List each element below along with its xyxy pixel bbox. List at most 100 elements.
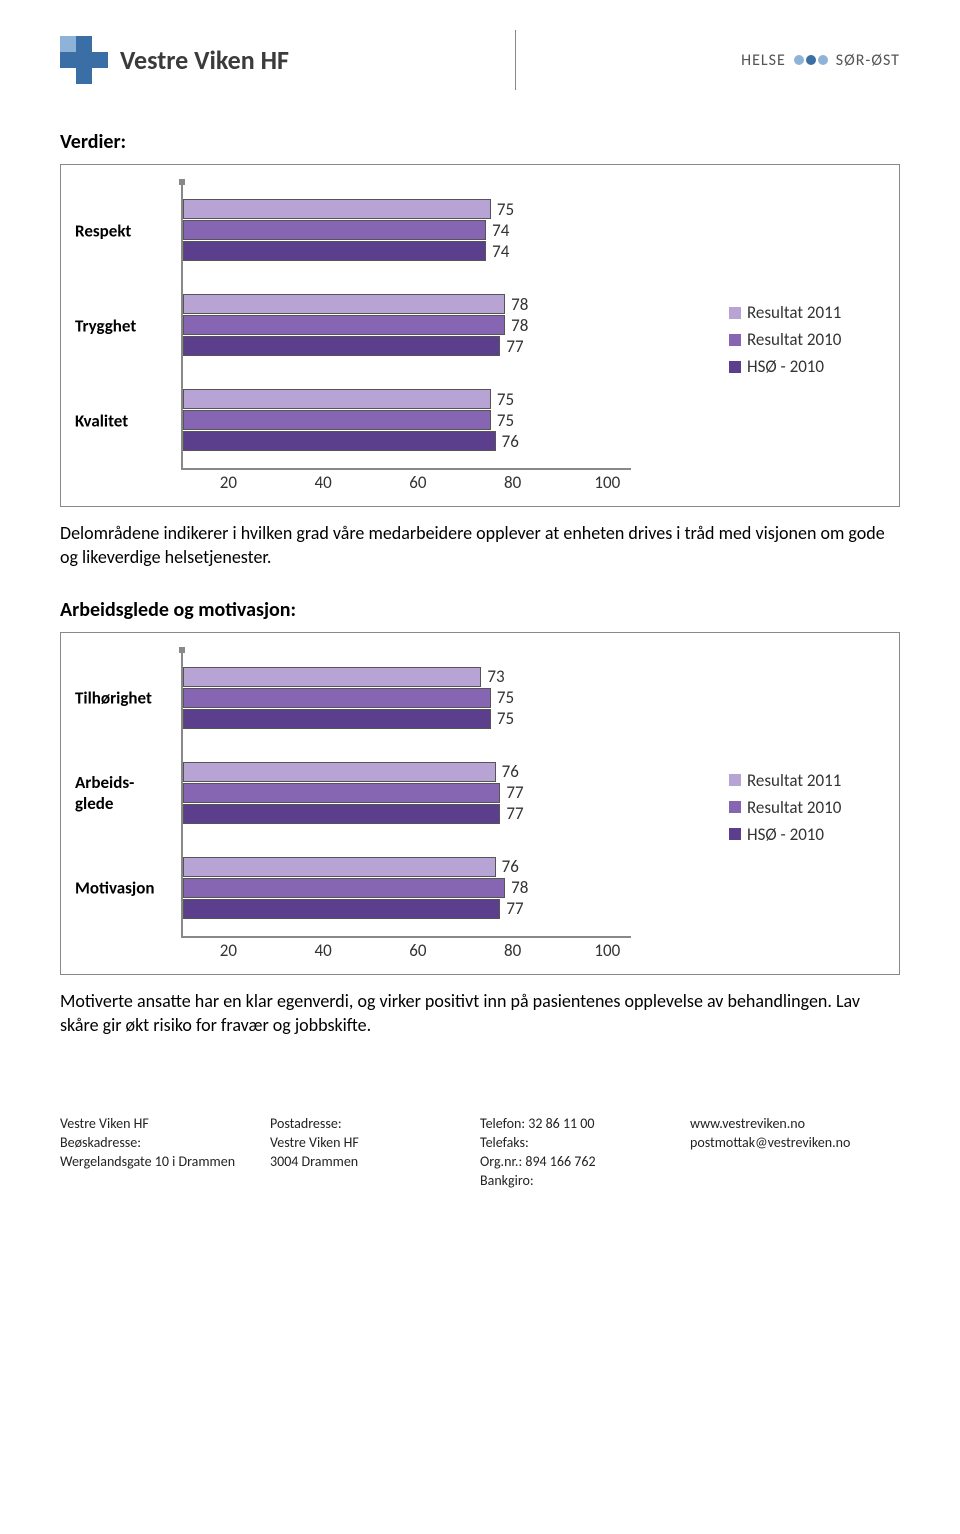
axis-tick: 100 bbox=[594, 940, 620, 961]
axis-tick: 40 bbox=[314, 472, 331, 493]
category-label: Motivasjon bbox=[75, 878, 175, 899]
page-content: Verdier: Respekt757474Trygghet787877Kval… bbox=[0, 110, 960, 1085]
bar bbox=[183, 389, 491, 409]
axis-tick: 60 bbox=[409, 940, 426, 961]
legend-label: HSØ - 2010 bbox=[747, 824, 824, 845]
legend-item: Resultat 2011 bbox=[729, 302, 889, 323]
plot-area-2: Tilhørighet737575Arbeids- glede767777Mot… bbox=[181, 651, 631, 938]
axis-tick: 60 bbox=[409, 472, 426, 493]
axis-tick: 80 bbox=[504, 940, 521, 961]
footer-line: Bankgiro: bbox=[480, 1172, 690, 1189]
legend-swatch bbox=[729, 334, 741, 346]
legend-label: Resultat 2011 bbox=[747, 770, 841, 791]
chart-legend-1: Resultat 2011 Resultat 2010 HSØ - 2010 bbox=[719, 183, 889, 496]
bar-row: 77 bbox=[183, 783, 631, 803]
section2-title: Arbeidsglede og motivasjon: bbox=[60, 598, 900, 622]
logo-right-prefix: HELSE bbox=[741, 51, 786, 70]
bar bbox=[183, 431, 496, 451]
axis-tick: 20 bbox=[220, 940, 237, 961]
bar-value-label: 75 bbox=[497, 708, 514, 729]
bar-row: 78 bbox=[183, 315, 631, 335]
section2-body: Motiverte ansatte har en klar egenverdi,… bbox=[60, 989, 900, 1038]
bar-row: 74 bbox=[183, 241, 631, 261]
chart-legend-2: Resultat 2011 Resultat 2010 HSØ - 2010 bbox=[719, 651, 889, 964]
legend-swatch bbox=[729, 361, 741, 373]
axis-ticks-1: 20406080100 bbox=[181, 470, 631, 496]
footer-line: Vestre Viken HF bbox=[60, 1115, 270, 1132]
bar-row: 77 bbox=[183, 804, 631, 824]
bar bbox=[183, 220, 486, 240]
footer-line: 3004 Drammen bbox=[270, 1153, 480, 1170]
legend-item: Resultat 2010 bbox=[729, 797, 889, 818]
bar bbox=[183, 294, 505, 314]
bar-value-label: 77 bbox=[506, 898, 523, 919]
bar bbox=[183, 709, 491, 729]
page-header: Vestre Viken HF HELSE SØR-ØST bbox=[0, 0, 960, 110]
legend-label: Resultat 2011 bbox=[747, 302, 841, 323]
category-group: Arbeids- glede767777 bbox=[183, 746, 631, 841]
legend-swatch bbox=[729, 828, 741, 840]
bar-value-label: 73 bbox=[487, 666, 504, 687]
bar-value-label: 77 bbox=[506, 336, 523, 357]
footer-col-3: Telefon: 32 86 11 00Telefaks:Org.nr.: 89… bbox=[480, 1115, 690, 1191]
bar-row: 75 bbox=[183, 709, 631, 729]
legend-item: HSØ - 2010 bbox=[729, 824, 889, 845]
bar-value-label: 75 bbox=[497, 199, 514, 220]
bar bbox=[183, 762, 496, 782]
page-footer: Vestre Viken HFBeøskadresse:Wergelandsga… bbox=[0, 1085, 960, 1221]
bar bbox=[183, 783, 500, 803]
bar bbox=[183, 857, 496, 877]
bar bbox=[183, 241, 486, 261]
bar-value-label: 75 bbox=[497, 389, 514, 410]
bar bbox=[183, 667, 481, 687]
footer-line: Postadresse: bbox=[270, 1115, 480, 1132]
bar bbox=[183, 899, 500, 919]
category-group: Motivasjon767877 bbox=[183, 841, 631, 936]
axis-ticks-2: 20406080100 bbox=[181, 938, 631, 964]
chart-verdier: Respekt757474Trygghet787877Kvalitet75757… bbox=[60, 164, 900, 507]
footer-line: Telefaks: bbox=[480, 1134, 690, 1151]
logo-left-text: Vestre Viken HF bbox=[120, 44, 289, 76]
bar-value-label: 77 bbox=[506, 782, 523, 803]
bar-row: 75 bbox=[183, 688, 631, 708]
bar-row: 75 bbox=[183, 410, 631, 430]
legend-label: Resultat 2010 bbox=[747, 329, 841, 350]
bar-row: 73 bbox=[183, 667, 631, 687]
legend-item: HSØ - 2010 bbox=[729, 356, 889, 377]
bar-row: 75 bbox=[183, 389, 631, 409]
category-label: Respekt bbox=[75, 220, 175, 241]
bar-value-label: 74 bbox=[492, 241, 509, 262]
bar bbox=[183, 410, 491, 430]
axis-tick: 80 bbox=[504, 472, 521, 493]
bar-value-label: 75 bbox=[497, 410, 514, 431]
category-group: Respekt757474 bbox=[183, 183, 631, 278]
footer-line: www.vestreviken.no bbox=[690, 1115, 900, 1132]
bar-row: 75 bbox=[183, 199, 631, 219]
cross-icon bbox=[60, 36, 108, 84]
category-group: Tilhørighet737575 bbox=[183, 651, 631, 746]
logo-vestre-viken: Vestre Viken HF bbox=[60, 36, 289, 84]
legend-swatch bbox=[729, 774, 741, 786]
category-label: Kvalitet bbox=[75, 410, 175, 431]
footer-col-2: Postadresse:Vestre Viken HF3004 Drammen bbox=[270, 1115, 480, 1191]
section1-title: Verdier: bbox=[60, 130, 900, 154]
dots-icon bbox=[794, 55, 828, 65]
legend-label: Resultat 2010 bbox=[747, 797, 841, 818]
footer-col-4: www.vestreviken.no postmottak@vestreviken… bbox=[690, 1115, 900, 1191]
footer-line: Wergelandsgate 10 i Drammen bbox=[60, 1153, 270, 1170]
axis-tick: 100 bbox=[594, 472, 620, 493]
header-divider bbox=[515, 30, 516, 90]
bar-row: 76 bbox=[183, 762, 631, 782]
bar bbox=[183, 315, 505, 335]
category-label: Trygghet bbox=[75, 315, 175, 336]
section1-body: Delområdene indikerer i hvilken grad vår… bbox=[60, 521, 900, 570]
footer-line: Telefon: 32 86 11 00 bbox=[480, 1115, 690, 1132]
bar-row: 76 bbox=[183, 857, 631, 877]
bar bbox=[183, 336, 500, 356]
bar-value-label: 75 bbox=[497, 687, 514, 708]
bar-row: 77 bbox=[183, 336, 631, 356]
footer-line: postmottak@vestreviken.no bbox=[690, 1134, 900, 1151]
category-label: Arbeids- glede bbox=[75, 772, 175, 814]
legend-item: Resultat 2010 bbox=[729, 329, 889, 350]
bar-row: 77 bbox=[183, 899, 631, 919]
